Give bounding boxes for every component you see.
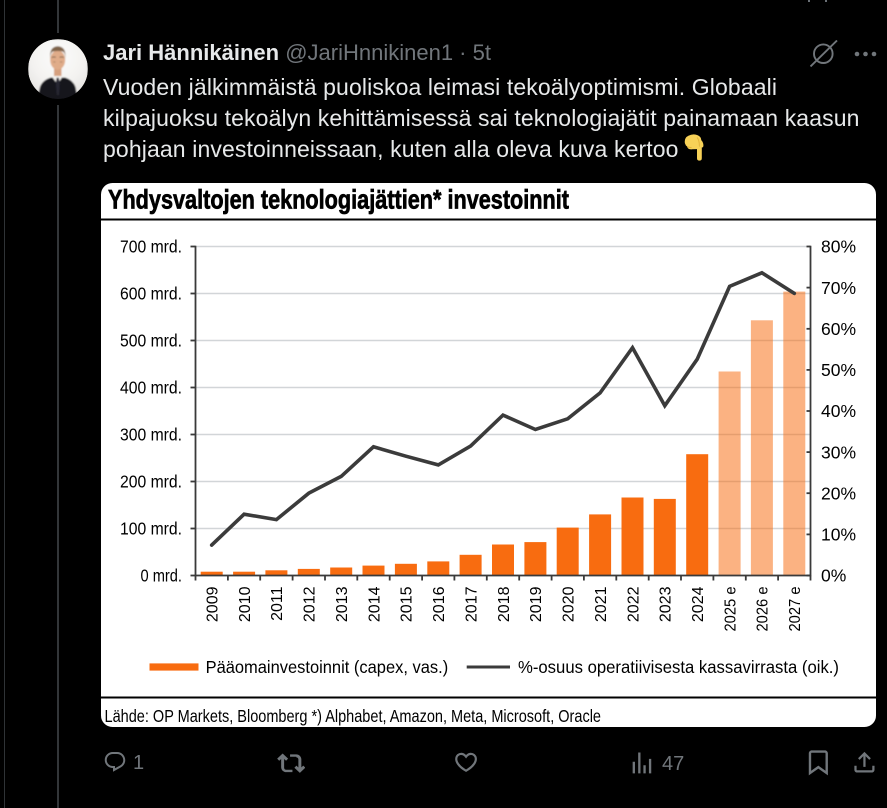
svg-text:0%: 0% [821,566,846,586]
svg-text:2024: 2024 [690,586,707,622]
svg-text:Pääomainvestoinnit (capex, vas: Pääomainvestoinnit (capex, vas.) [206,657,449,677]
svg-text:2011: 2011 [269,586,286,621]
svg-text:100 mrd.: 100 mrd. [120,519,182,539]
svg-text:2021: 2021 [593,586,610,622]
svg-text:2015: 2015 [399,586,416,622]
svg-text:%-osuus operatiivisesta kassav: %-osuus operatiivisesta kassavirrasta (o… [518,657,839,677]
svg-text:0 mrd.: 0 mrd. [141,566,183,586]
svg-text:2025 e: 2025 e [722,586,739,631]
svg-text:2023: 2023 [658,586,675,622]
svg-text:2014: 2014 [366,586,383,622]
svg-text:2018: 2018 [496,586,513,622]
svg-text:80%: 80% [821,237,856,257]
svg-text:30%: 30% [821,442,856,462]
svg-text:2009: 2009 [205,586,222,622]
svg-text:2017: 2017 [463,586,480,622]
svg-text:Yhdysvaltojen teknologiajättie: Yhdysvaltojen teknologiajättien* investo… [108,185,569,215]
svg-text:2012: 2012 [302,586,319,622]
svg-text:2019: 2019 [528,586,545,622]
svg-text:70%: 70% [821,278,856,298]
svg-text:2020: 2020 [561,586,578,622]
svg-text:500 mrd.: 500 mrd. [120,331,182,351]
svg-text:20%: 20% [821,483,856,503]
svg-text:700 mrd.: 700 mrd. [120,237,182,257]
svg-text:10%: 10% [821,525,856,545]
svg-text:2013: 2013 [334,586,351,622]
svg-text:60%: 60% [821,319,856,339]
svg-text:2016: 2016 [431,586,448,622]
svg-text:40%: 40% [821,401,856,421]
svg-text:300 mrd.: 300 mrd. [120,425,182,445]
svg-text:2026 e: 2026 e [755,586,772,631]
svg-text:200 mrd.: 200 mrd. [120,472,182,492]
svg-text:2027 e: 2027 e [787,586,804,631]
svg-text:600 mrd.: 600 mrd. [120,284,182,304]
svg-text:Lähde: OP Markets, Bloomberg *: Lähde: OP Markets, Bloomberg *) Alphabet… [105,706,602,726]
svg-text:2022: 2022 [625,586,642,622]
svg-text:2010: 2010 [237,586,254,622]
svg-text:400 mrd.: 400 mrd. [120,378,182,398]
svg-text:50%: 50% [821,360,856,380]
